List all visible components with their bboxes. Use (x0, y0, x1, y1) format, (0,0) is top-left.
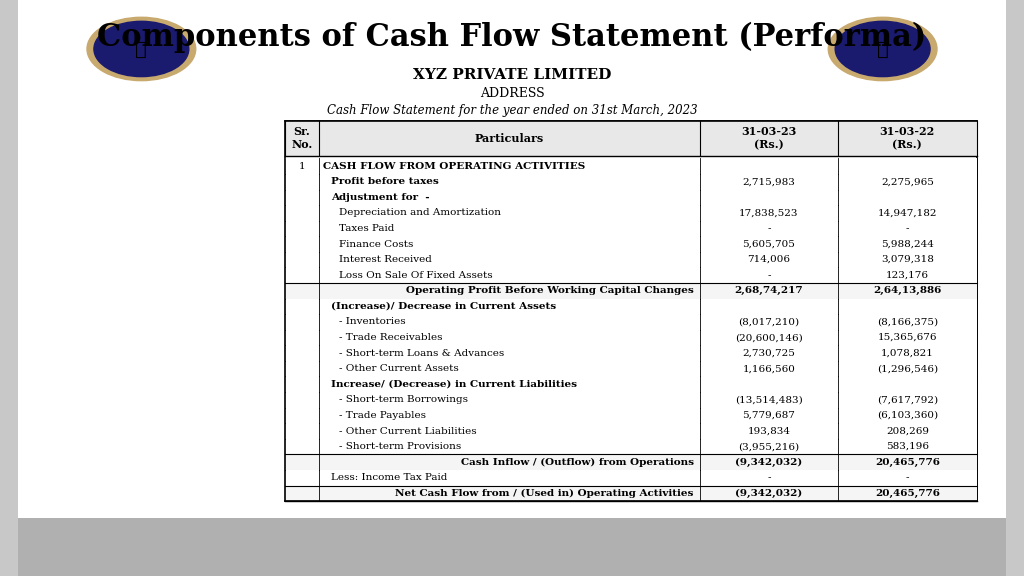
Text: Net Cash Flow from / (Used in) Operating Activities: Net Cash Flow from / (Used in) Operating… (395, 489, 694, 498)
Circle shape (87, 17, 196, 81)
Text: 5,605,705: 5,605,705 (742, 240, 796, 249)
Text: Operating Profit Before Working Capital Changes: Operating Profit Before Working Capital … (407, 286, 694, 295)
Bar (285, 158, 977, 174)
Text: (20,600,146): (20,600,146) (735, 333, 803, 342)
Bar (285, 190, 977, 205)
Bar (285, 486, 977, 501)
Text: - Short-term Loans & Advances: - Short-term Loans & Advances (339, 348, 504, 358)
Text: 123,176: 123,176 (886, 271, 929, 280)
Text: (6,103,360): (6,103,360) (877, 411, 938, 420)
Text: XYZ PRIVATE LIMITED: XYZ PRIVATE LIMITED (413, 68, 611, 82)
Text: 2,275,965: 2,275,965 (881, 177, 934, 186)
Text: 2,64,13,886: 2,64,13,886 (873, 286, 941, 295)
Bar (285, 361, 977, 377)
Bar (285, 221, 977, 236)
Text: 1: 1 (299, 162, 305, 170)
Text: -: - (905, 473, 909, 482)
Bar (285, 298, 977, 314)
Text: ADDRESS: ADDRESS (479, 87, 545, 100)
Text: (9,342,032): (9,342,032) (735, 457, 803, 467)
Bar (285, 346, 977, 361)
Bar (285, 454, 977, 470)
Text: 1,078,821: 1,078,821 (881, 348, 934, 358)
Bar (285, 236, 977, 252)
Bar (285, 283, 977, 298)
Bar (285, 439, 977, 454)
Text: 🏛: 🏛 (877, 40, 889, 58)
Text: 2,715,983: 2,715,983 (742, 177, 796, 186)
Text: 208,269: 208,269 (886, 426, 929, 435)
Bar (285, 330, 977, 346)
Circle shape (94, 21, 188, 77)
Bar (285, 423, 977, 439)
Bar (285, 121, 977, 501)
Text: (Increase)/ Decrease in Current Assets: (Increase)/ Decrease in Current Assets (331, 302, 556, 311)
Bar (285, 252, 977, 267)
Bar (285, 470, 977, 486)
Text: 20,465,776: 20,465,776 (874, 458, 940, 467)
Bar (285, 408, 977, 423)
Text: - Short-term Provisions: - Short-term Provisions (339, 442, 461, 451)
Text: Sr.
No.: Sr. No. (292, 126, 312, 150)
Text: - Trade Payables: - Trade Payables (339, 411, 426, 420)
Text: Components of Cash Flow Statement (Performa): Components of Cash Flow Statement (Perfo… (97, 22, 927, 53)
Text: - Trade Receivables: - Trade Receivables (339, 333, 442, 342)
Bar (285, 121, 977, 156)
Text: 714,006: 714,006 (748, 255, 791, 264)
Text: - Inventories: - Inventories (339, 317, 406, 327)
Text: (13,514,483): (13,514,483) (735, 395, 803, 404)
Text: 17,838,523: 17,838,523 (739, 209, 799, 217)
Bar (285, 377, 977, 392)
Text: - Other Current Assets: - Other Current Assets (339, 364, 459, 373)
Text: (7,617,792): (7,617,792) (877, 395, 938, 404)
Text: Depreciation and Amortization: Depreciation and Amortization (339, 209, 501, 217)
Text: -: - (767, 224, 771, 233)
Bar (285, 174, 977, 190)
Text: 5,779,687: 5,779,687 (742, 411, 796, 420)
Text: (9,342,032): (9,342,032) (735, 489, 803, 498)
Text: Adjustment for  -: Adjustment for - (331, 193, 430, 202)
Bar (285, 392, 977, 408)
Text: 31-03-22
(Rs.): 31-03-22 (Rs.) (880, 126, 935, 150)
Text: - Short-term Borrowings: - Short-term Borrowings (339, 395, 468, 404)
Text: (8,166,375): (8,166,375) (877, 317, 938, 327)
Text: 14,947,182: 14,947,182 (878, 209, 937, 217)
Text: Profit before taxes: Profit before taxes (331, 177, 439, 186)
Text: 583,196: 583,196 (886, 442, 929, 451)
Circle shape (828, 17, 937, 81)
Text: Less: Income Tax Paid: Less: Income Tax Paid (331, 473, 447, 482)
FancyBboxPatch shape (17, 0, 1007, 536)
Text: Taxes Paid: Taxes Paid (339, 224, 394, 233)
Text: Finance Costs: Finance Costs (339, 240, 414, 249)
Text: (1,296,546): (1,296,546) (877, 364, 938, 373)
Text: 1,166,560: 1,166,560 (742, 364, 796, 373)
Text: 5,988,244: 5,988,244 (881, 240, 934, 249)
Text: -: - (905, 224, 909, 233)
Text: CASH FLOW FROM OPERATING ACTIVITIES: CASH FLOW FROM OPERATING ACTIVITIES (324, 162, 586, 170)
Text: Particulars: Particulars (475, 132, 544, 144)
Text: Cash Inflow / (Outflow) from Operations: Cash Inflow / (Outflow) from Operations (461, 457, 694, 467)
Text: Interest Received: Interest Received (339, 255, 432, 264)
Text: 193,834: 193,834 (748, 426, 791, 435)
Text: Loss On Sale Of Fixed Assets: Loss On Sale Of Fixed Assets (339, 271, 493, 280)
Text: 2,730,725: 2,730,725 (742, 348, 796, 358)
Text: -: - (767, 473, 771, 482)
Text: 15,365,676: 15,365,676 (878, 333, 937, 342)
Text: 31-03-23
(Rs.): 31-03-23 (Rs.) (741, 126, 797, 150)
Bar (285, 267, 977, 283)
Text: - Other Current Liabilities: - Other Current Liabilities (339, 426, 476, 435)
Text: 3,079,318: 3,079,318 (881, 255, 934, 264)
Text: 20,465,776: 20,465,776 (874, 489, 940, 498)
Text: Cash Flow Statement for the year ended on 31st March, 2023: Cash Flow Statement for the year ended o… (327, 104, 697, 117)
FancyBboxPatch shape (17, 518, 1007, 576)
Text: 2,68,74,217: 2,68,74,217 (734, 286, 803, 295)
Text: -: - (767, 271, 771, 280)
Bar (285, 314, 977, 330)
Circle shape (836, 21, 930, 77)
Text: (3,955,216): (3,955,216) (738, 442, 800, 451)
Text: (8,017,210): (8,017,210) (738, 317, 800, 327)
Text: 🏛: 🏛 (135, 40, 147, 58)
Text: Increase/ (Decrease) in Current Liabilities: Increase/ (Decrease) in Current Liabilit… (331, 380, 578, 389)
Bar (285, 205, 977, 221)
